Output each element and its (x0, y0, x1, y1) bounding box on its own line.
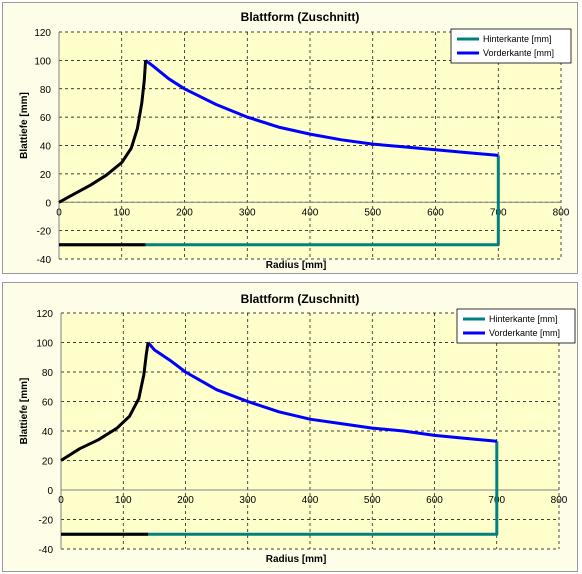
y-axis-label: Blattiefe [mm] (19, 378, 30, 445)
chart-svg-top: 0 100 200 300 400 500 600 700 800-40-20020406080… (19, 10, 572, 271)
y-axis-label: Blattiefe [mm] (19, 92, 30, 159)
x-tick-label: 200 (177, 495, 194, 506)
series-line-0 (61, 441, 499, 536)
x-tick-label: 400 (302, 495, 319, 506)
y-tick-label: 120 (36, 309, 53, 320)
legend-label: Hinterkante [mm] (483, 34, 552, 44)
y-tick-label: 80 (42, 368, 54, 379)
x-tick-label: 100 (115, 495, 132, 506)
x-tick-label: 800 (551, 495, 568, 506)
chart-panel-bottom: 0 100 200 300 400 500 600 700 800 -40 -20 0 20 40 60 80… (2, 282, 578, 572)
x-tick-label: 600 (427, 207, 444, 218)
x-tick-label: 0 (56, 207, 62, 218)
chart-svg-bottom: 0 100 200 300 400 500 600 700 800-40-20020406080… (19, 292, 576, 565)
y-tick-label: 20 (40, 170, 52, 181)
x-tick-label: 800 (553, 207, 570, 218)
y-tick-label: 60 (42, 398, 54, 409)
x-tick-label: 100 (113, 207, 130, 218)
x-tick-label: 0 (58, 495, 64, 506)
series-line-2 (60, 342, 150, 462)
chart-title: Blattform (Zuschnitt) (241, 10, 360, 24)
y-tick-label: 80 (40, 85, 52, 96)
x-axis-label: Radius [mm] (266, 260, 327, 271)
x-tick-label: 500 (364, 207, 381, 218)
y-tick-label: 100 (34, 56, 51, 67)
y-tick-label: -40 (37, 255, 52, 266)
legend-box (450, 28, 572, 64)
x-tick-label: 500 (364, 495, 381, 506)
y-tick-label: 120 (34, 28, 51, 39)
legend-label: Vorderkante [mm] (489, 328, 560, 338)
x-tick-label: 300 (239, 495, 256, 506)
y-tick-label: 20 (42, 457, 54, 468)
x-tick-label: 300 (239, 207, 256, 218)
chart-panel-top: 0 100 200 300 400 500 600 700 800 -40 -20 0 20 40 60 80… (2, 2, 578, 274)
x-axis-label: Radius [mm] (266, 554, 327, 565)
y-tick-label: -20 (37, 227, 52, 238)
y-tick-label: 40 (42, 427, 54, 438)
y-tick-label: 100 (36, 339, 53, 350)
chart-title: Blattform (Zuschnitt) (241, 292, 360, 306)
legend-box (456, 308, 576, 344)
y-tick-label: 60 (40, 113, 52, 124)
series-line-0 (59, 155, 500, 247)
x-tick-label: 600 (426, 495, 443, 506)
y-tick-label: 40 (40, 142, 52, 153)
y-tick-label: 0 (47, 486, 53, 497)
y-tick-label: -20 (39, 516, 54, 527)
legend-label: Hinterkante [mm] (489, 314, 558, 324)
legend-label: Vorderkante [mm] (483, 48, 554, 58)
y-tick-label: -40 (39, 545, 54, 556)
x-tick-label: 400 (302, 207, 319, 218)
series-line-2 (58, 60, 148, 204)
series-line-1 (144, 59, 499, 157)
series-line-1 (146, 341, 497, 443)
x-tick-label: 200 (176, 207, 193, 218)
y-tick-label: 0 (45, 198, 51, 209)
